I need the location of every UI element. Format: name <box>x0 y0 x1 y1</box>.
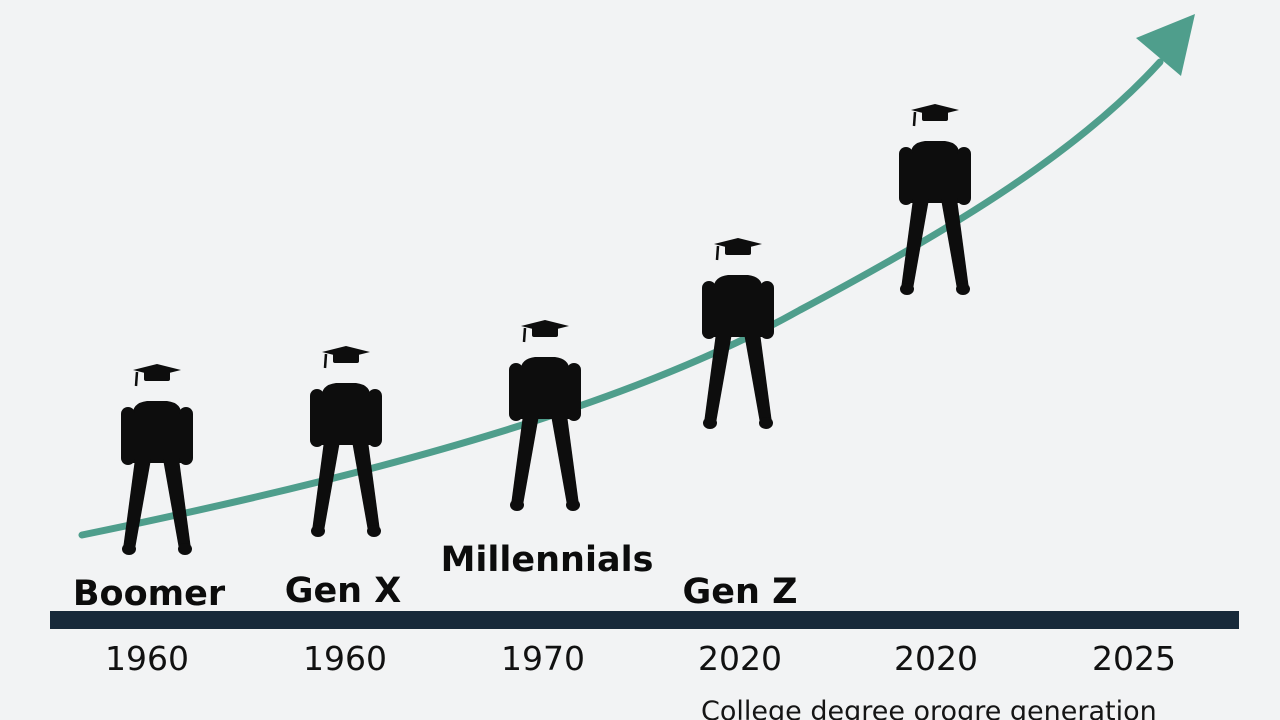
graduate-figure-icon <box>897 102 973 297</box>
x-tick-label: 1960 <box>105 639 189 678</box>
graduate-figure-icon <box>700 236 776 431</box>
graduate-figure-icon <box>308 344 384 539</box>
graduate-figure-icon <box>507 318 583 513</box>
trend-line <box>78 58 1164 539</box>
generation-label: Gen X <box>284 571 402 611</box>
generation-label: Boomer <box>72 574 226 614</box>
graduate-figure-icon <box>119 362 195 557</box>
chart-caption: College degree orogre generation <box>701 696 1157 720</box>
x-tick-label: 2020 <box>698 639 782 678</box>
generation-label: Gen Z <box>682 572 798 612</box>
x-tick-label: 2020 <box>894 639 978 678</box>
x-tick-label: 1970 <box>501 639 585 678</box>
x-tick-label: 2025 <box>1092 639 1176 678</box>
x-axis-bar <box>50 611 1239 629</box>
arrow-head-icon <box>1136 14 1195 76</box>
x-tick-label: 1960 <box>303 639 387 678</box>
generation-label: Millennials <box>440 540 654 580</box>
